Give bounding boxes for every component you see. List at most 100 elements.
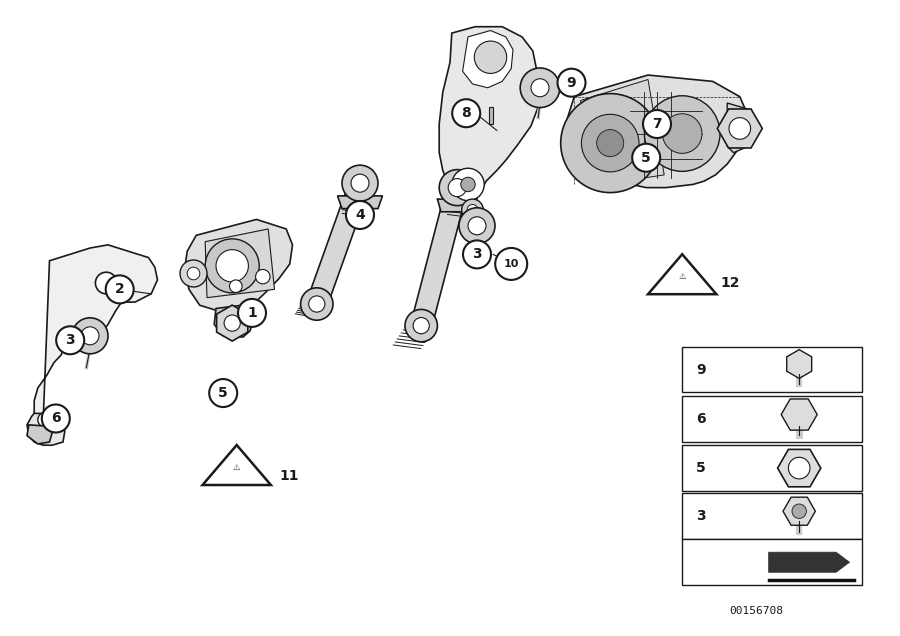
Circle shape bbox=[448, 179, 466, 197]
Polygon shape bbox=[781, 399, 817, 430]
Polygon shape bbox=[567, 75, 747, 188]
Polygon shape bbox=[410, 186, 468, 327]
Circle shape bbox=[788, 457, 810, 479]
Circle shape bbox=[38, 413, 52, 427]
Circle shape bbox=[463, 240, 491, 268]
Circle shape bbox=[520, 68, 560, 107]
Text: 3: 3 bbox=[66, 333, 75, 347]
Polygon shape bbox=[306, 181, 371, 306]
Circle shape bbox=[301, 288, 333, 320]
Circle shape bbox=[531, 79, 549, 97]
Polygon shape bbox=[27, 425, 52, 444]
Circle shape bbox=[224, 315, 240, 331]
Circle shape bbox=[461, 177, 475, 191]
Polygon shape bbox=[202, 445, 271, 485]
Text: 6: 6 bbox=[51, 411, 60, 425]
Text: ⚠: ⚠ bbox=[233, 463, 240, 472]
Bar bbox=[682, 445, 862, 491]
Circle shape bbox=[632, 144, 661, 172]
Circle shape bbox=[205, 239, 259, 293]
Text: 2: 2 bbox=[115, 282, 124, 296]
Circle shape bbox=[351, 174, 369, 192]
Text: 6: 6 bbox=[697, 412, 706, 426]
Text: 3: 3 bbox=[472, 247, 482, 261]
Circle shape bbox=[342, 165, 378, 201]
Circle shape bbox=[495, 248, 527, 280]
Circle shape bbox=[238, 299, 266, 327]
Polygon shape bbox=[184, 219, 292, 312]
Circle shape bbox=[662, 114, 702, 153]
Polygon shape bbox=[27, 413, 65, 445]
Text: 00156708: 00156708 bbox=[729, 605, 783, 616]
Polygon shape bbox=[648, 254, 716, 294]
Circle shape bbox=[452, 99, 481, 127]
Circle shape bbox=[95, 272, 117, 294]
Circle shape bbox=[216, 250, 248, 282]
Text: ⚠: ⚠ bbox=[679, 272, 686, 281]
Text: 11: 11 bbox=[279, 469, 299, 483]
Polygon shape bbox=[214, 304, 254, 337]
Bar bbox=[682, 493, 862, 539]
Circle shape bbox=[462, 199, 483, 221]
Circle shape bbox=[180, 260, 207, 287]
Circle shape bbox=[209, 379, 238, 407]
Circle shape bbox=[413, 317, 429, 334]
Bar bbox=[682, 396, 862, 442]
Circle shape bbox=[405, 310, 437, 342]
Circle shape bbox=[792, 504, 806, 518]
Circle shape bbox=[309, 296, 325, 312]
Circle shape bbox=[452, 169, 484, 200]
Circle shape bbox=[459, 208, 495, 244]
Text: 7: 7 bbox=[652, 117, 662, 131]
Circle shape bbox=[187, 267, 200, 280]
Text: 8: 8 bbox=[462, 106, 471, 120]
Text: 10: 10 bbox=[503, 259, 519, 269]
Bar bbox=[682, 539, 862, 585]
Polygon shape bbox=[769, 552, 850, 572]
Circle shape bbox=[557, 69, 586, 97]
Polygon shape bbox=[717, 109, 762, 148]
Text: 4: 4 bbox=[356, 208, 364, 222]
Polygon shape bbox=[787, 350, 812, 378]
Circle shape bbox=[597, 130, 624, 156]
Polygon shape bbox=[338, 196, 382, 209]
Circle shape bbox=[467, 205, 478, 215]
Circle shape bbox=[41, 404, 70, 432]
Circle shape bbox=[439, 170, 475, 205]
Circle shape bbox=[230, 280, 242, 293]
Polygon shape bbox=[580, 80, 664, 184]
Circle shape bbox=[729, 118, 751, 139]
Polygon shape bbox=[34, 245, 157, 420]
Polygon shape bbox=[778, 450, 821, 487]
Polygon shape bbox=[727, 103, 754, 153]
Text: 3: 3 bbox=[697, 509, 706, 523]
Text: 5: 5 bbox=[642, 151, 651, 165]
Text: 12: 12 bbox=[720, 276, 740, 290]
Circle shape bbox=[256, 270, 270, 284]
Text: 9: 9 bbox=[567, 76, 576, 90]
Polygon shape bbox=[205, 229, 274, 298]
Circle shape bbox=[81, 327, 99, 345]
Polygon shape bbox=[463, 31, 513, 88]
Circle shape bbox=[468, 217, 486, 235]
Circle shape bbox=[561, 93, 660, 193]
Circle shape bbox=[581, 114, 639, 172]
Text: 1: 1 bbox=[248, 306, 256, 320]
Polygon shape bbox=[437, 199, 477, 212]
Bar bbox=[682, 347, 862, 392]
Circle shape bbox=[56, 326, 85, 354]
Polygon shape bbox=[217, 305, 248, 341]
Polygon shape bbox=[439, 27, 540, 202]
Circle shape bbox=[474, 41, 507, 73]
Text: 5: 5 bbox=[697, 461, 706, 475]
Text: 9: 9 bbox=[697, 363, 706, 377]
Circle shape bbox=[72, 318, 108, 354]
Circle shape bbox=[726, 115, 753, 142]
Circle shape bbox=[346, 201, 374, 229]
Circle shape bbox=[644, 96, 720, 171]
Circle shape bbox=[105, 275, 134, 303]
Circle shape bbox=[81, 328, 99, 346]
Polygon shape bbox=[783, 497, 815, 525]
Text: 5: 5 bbox=[219, 386, 228, 400]
Circle shape bbox=[643, 110, 671, 138]
